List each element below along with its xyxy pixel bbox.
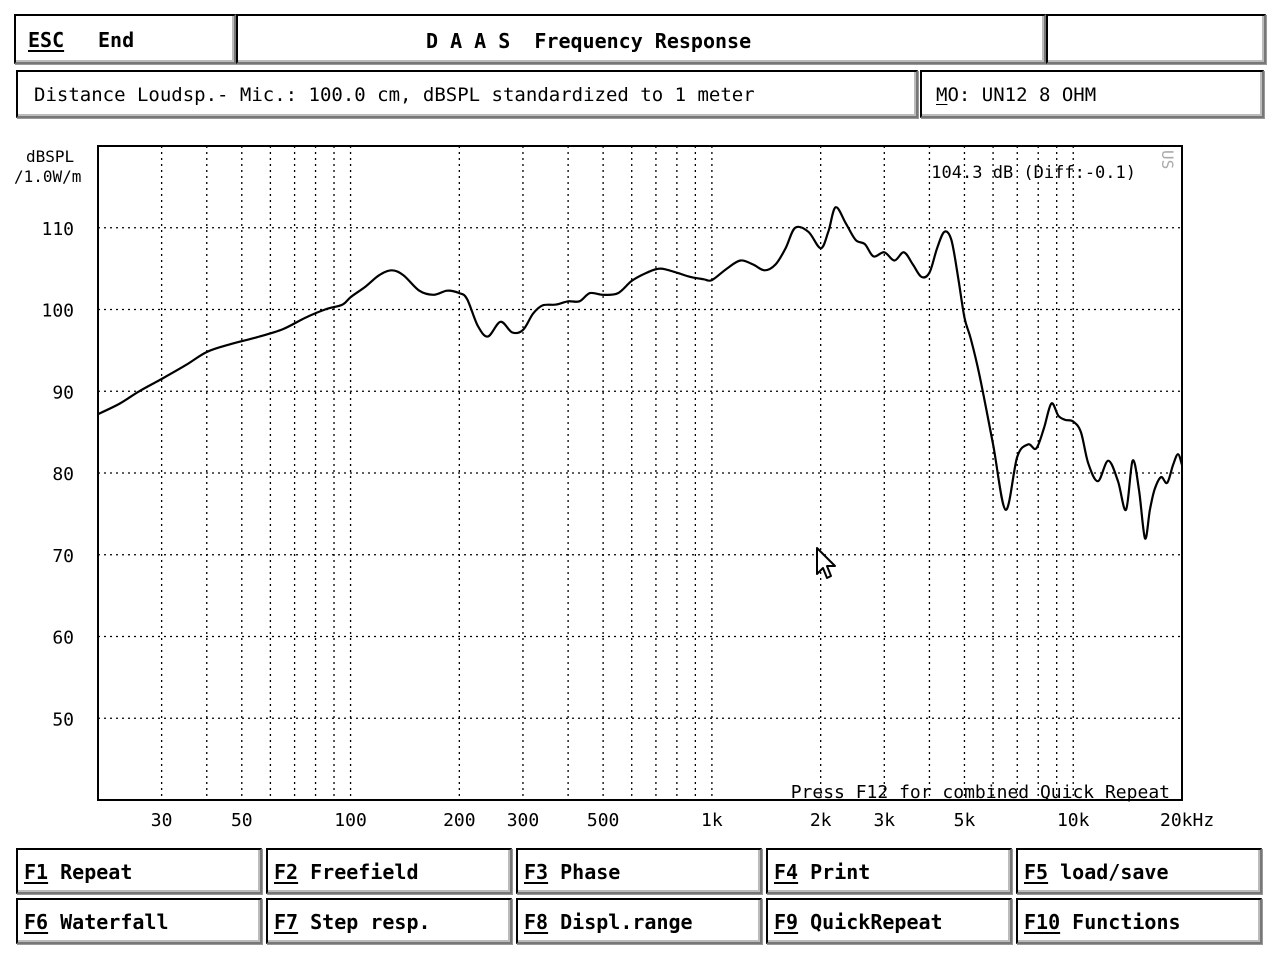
y-tick-label: 90 <box>52 382 74 403</box>
fkey-text: Repeat <box>48 860 133 884</box>
fkey-text: Freefield <box>298 860 419 884</box>
fkey-text: Step resp. <box>298 910 431 934</box>
y-tick-label: 60 <box>52 628 74 649</box>
fkey-label: F9 <box>774 910 799 934</box>
fkey-f9-button[interactable]: F9 QuickRepeat <box>766 898 1012 944</box>
esc-key: ESC <box>28 28 65 52</box>
x-tick-label: 2k <box>810 810 832 831</box>
x-tick-label: 5k <box>954 810 976 831</box>
fkey-label: F10 <box>1024 910 1061 934</box>
fkey-f10-button[interactable]: F10 Functions <box>1016 898 1262 944</box>
fkey-label: F3 <box>524 860 549 884</box>
title-bar: D A A S Frequency Response <box>236 14 1046 64</box>
x-tick-label: 300 <box>507 810 540 831</box>
fkey-text: Print <box>798 860 871 884</box>
distance-info-text: Distance Loudsp.- Mic.: 100.0 cm, dBSPL … <box>34 84 755 106</box>
esc-end-button[interactable]: ESC End <box>14 14 236 64</box>
x-tick-label: 100 <box>334 810 367 831</box>
fkey-text: Displ.range <box>548 910 693 934</box>
fkey-text: Waterfall <box>48 910 169 934</box>
mouse-cursor-icon <box>816 547 836 579</box>
x-tick-label: 3k <box>873 810 895 831</box>
fkey-label: F4 <box>774 860 799 884</box>
readout-value: 104.3 dB (Diff:-0.1) <box>931 163 1136 183</box>
y-tick-label: 100 <box>41 301 74 322</box>
page-title: D A A S Frequency Response <box>426 29 752 53</box>
fkey-text: Phase <box>548 860 621 884</box>
fkey-label: F1 <box>24 860 49 884</box>
x-tick-label: 10k <box>1057 810 1090 831</box>
fkey-f7-button[interactable]: F7 Step resp. <box>266 898 512 944</box>
fkey-f4-button[interactable]: F4 Print <box>766 848 1012 894</box>
fkey-f2-button[interactable]: F2 Freefield <box>266 848 512 894</box>
fkey-label: F8 <box>524 910 549 934</box>
y-tick-label: 50 <box>52 709 74 730</box>
memory-info: MO: UN12 8 OHM <box>920 70 1264 118</box>
fkey-f3-button[interactable]: F3 Phase <box>516 848 762 894</box>
fkey-text: load/save <box>1048 860 1169 884</box>
y-axis-label: dBSPL <box>26 147 74 166</box>
x-tick-label: 200 <box>443 810 476 831</box>
x-tick-label: 30 <box>151 810 173 831</box>
y-tick-label: 80 <box>52 464 74 485</box>
fkey-f6-button[interactable]: F6 Waterfall <box>16 898 262 944</box>
fkey-label: F7 <box>274 910 299 934</box>
measurement-info: Distance Loudsp.- Mic.: 100.0 cm, dBSPL … <box>16 70 918 118</box>
fkey-f8-button[interactable]: F8 Displ.range <box>516 898 762 944</box>
side-label: US <box>1158 150 1177 169</box>
fkey-label: F5 <box>1024 860 1049 884</box>
y-tick-label: 70 <box>52 546 74 567</box>
end-label: End <box>98 28 135 52</box>
fkey-f5-button[interactable]: F5 load/save <box>1016 848 1262 894</box>
header-right-box <box>1046 14 1266 64</box>
x-tick-label: 1k <box>701 810 723 831</box>
x-tick-label: 20kHz <box>1160 810 1214 831</box>
fkey-text: QuickRepeat <box>798 910 943 934</box>
y-tick-label: 110 <box>41 219 74 240</box>
fkey-label: F6 <box>24 910 49 934</box>
x-tick-label: 500 <box>587 810 620 831</box>
y-axis-label: /1.0W/m <box>14 167 81 186</box>
fkey-text: Functions <box>1060 910 1181 934</box>
fkey-label: F2 <box>274 860 299 884</box>
fkey-f1-button[interactable]: F1 Repeat <box>16 848 262 894</box>
response-curve <box>97 206 1184 540</box>
bottom-note: Press F12 for combined Quick Repeat <box>791 782 1170 803</box>
memory-label: MO: UN12 8 OHM <box>936 84 1097 106</box>
plot-frame <box>97 145 1183 801</box>
x-tick-label: 50 <box>231 810 253 831</box>
